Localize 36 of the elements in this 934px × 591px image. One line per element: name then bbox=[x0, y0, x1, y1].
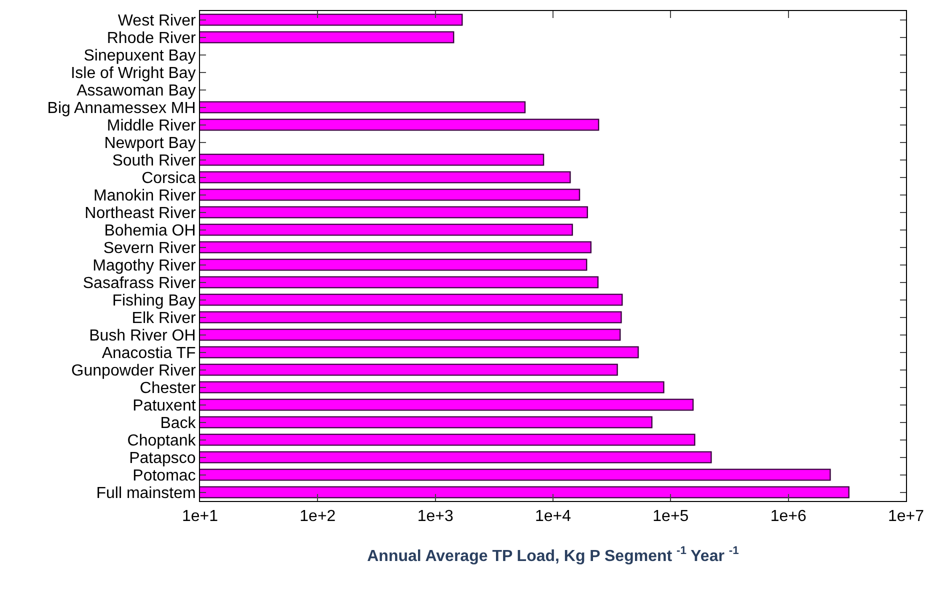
y-tick-label: Back bbox=[160, 414, 197, 432]
y-tick-label: Patuxent bbox=[132, 397, 196, 414]
y-tick-label: Bohemia OH bbox=[104, 222, 196, 240]
y-tick-label: Sinepuxent Bay bbox=[84, 47, 196, 64]
y-tick-label: Fishing Bay bbox=[112, 292, 196, 310]
y-tick-label: Rhode River bbox=[106, 30, 196, 47]
x-tick-label: 1e+3 bbox=[417, 508, 454, 526]
y-tick-label: Isle of Wright Bay bbox=[70, 64, 196, 82]
y-tick-label: Anacostia TF bbox=[102, 344, 196, 362]
y-tick-label: South River bbox=[112, 152, 196, 170]
y-tick-label: Chester bbox=[140, 380, 196, 397]
y-tick-label: Gunpowder River bbox=[71, 362, 196, 380]
y-tick-label: Northeast River bbox=[84, 204, 196, 222]
y-tick-label: West River bbox=[118, 12, 196, 30]
y-tick-label: Middle River bbox=[106, 117, 196, 134]
y-tick-label: Assawoman Bay bbox=[76, 82, 196, 100]
y-tick-label: Big Annamessex MH bbox=[47, 100, 196, 117]
x-tick-label: 1e+7 bbox=[888, 508, 924, 526]
x-tick-label: 1e+2 bbox=[300, 508, 336, 526]
y-tick-label: Newport Bay bbox=[104, 134, 196, 152]
x-tick-label: 1e+1 bbox=[182, 508, 218, 526]
y-tick-label: Manokin River bbox=[94, 187, 196, 204]
y-tick-label: Choptank bbox=[127, 432, 197, 450]
y-tick-label: Elk River bbox=[132, 310, 196, 327]
y-tick-label: Magothy River bbox=[92, 257, 196, 274]
y-tick-label: Corsica bbox=[142, 170, 196, 187]
x-axis-title: Annual Average TP Load, Kg P Segment $^{-1}$ Year $^{-1}$ bbox=[367, 545, 739, 565]
y-tick-label: Bush River OH bbox=[89, 327, 196, 344]
x-tick-label: 1e+5 bbox=[652, 508, 689, 526]
x-tick-label: 1e+6 bbox=[770, 508, 806, 526]
y-tick-label: Sasafrass River bbox=[82, 274, 196, 292]
x-tick-label: 1e+4 bbox=[534, 508, 572, 526]
y-tick-label: Potomac bbox=[132, 467, 196, 484]
y-tick-label: Severn River bbox=[103, 240, 196, 257]
y-tick-label: Full mainstem bbox=[96, 484, 196, 502]
y-tick-label: Patapsco bbox=[129, 450, 196, 467]
